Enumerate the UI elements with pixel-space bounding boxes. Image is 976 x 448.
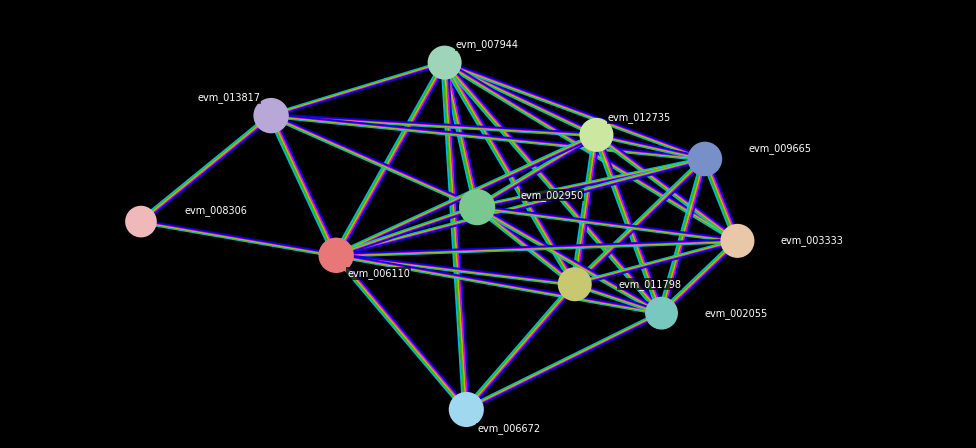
- Text: evm_007944: evm_007944: [456, 39, 518, 50]
- Point: [133, 218, 148, 225]
- Text: evm_003333: evm_003333: [781, 235, 843, 246]
- Point: [469, 203, 485, 211]
- Point: [697, 155, 712, 163]
- Point: [264, 112, 279, 119]
- Point: [654, 310, 670, 317]
- Point: [567, 280, 583, 288]
- Text: evm_006110: evm_006110: [347, 268, 410, 279]
- Point: [730, 237, 746, 245]
- Point: [589, 131, 604, 138]
- Text: evm_006672: evm_006672: [477, 423, 541, 434]
- Text: evm_013817: evm_013817: [197, 92, 261, 103]
- Text: evm_009665: evm_009665: [749, 143, 811, 154]
- Text: evm_002055: evm_002055: [705, 308, 768, 319]
- Point: [437, 59, 453, 66]
- Text: evm_008306: evm_008306: [184, 206, 247, 216]
- Text: evm_012735: evm_012735: [607, 112, 671, 124]
- Point: [459, 406, 474, 413]
- Text: evm_002950: evm_002950: [520, 190, 584, 201]
- Point: [328, 252, 344, 259]
- Text: evm_011798: evm_011798: [618, 279, 681, 290]
